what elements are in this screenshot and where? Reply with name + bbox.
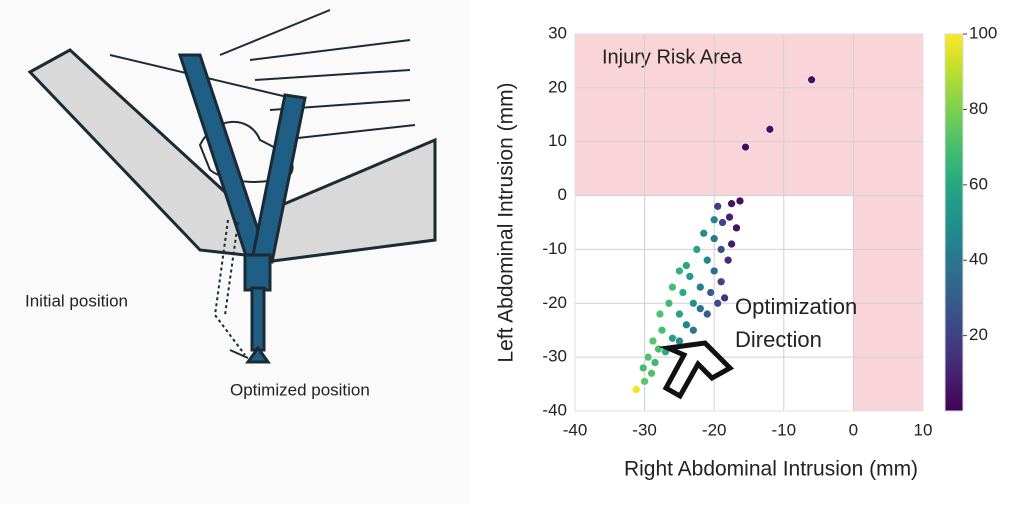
colorbar	[944, 33, 964, 412]
point	[640, 377, 649, 386]
point	[668, 282, 677, 292]
point	[682, 320, 691, 330]
point	[638, 363, 648, 373]
x-tick-label: -10	[772, 420, 797, 439]
point	[699, 228, 709, 238]
point	[678, 288, 688, 297]
point	[727, 199, 736, 208]
y-tick-label: 10	[548, 131, 567, 150]
point	[688, 325, 698, 335]
colorbar-tick-label: 20	[969, 325, 988, 344]
point	[664, 298, 674, 308]
point	[682, 261, 691, 270]
point	[643, 352, 653, 362]
point	[709, 234, 719, 244]
point	[647, 368, 656, 378]
point	[648, 336, 658, 346]
point	[718, 218, 727, 227]
risk-area-label: Injury Risk Area	[602, 46, 743, 68]
point	[685, 272, 695, 281]
point	[709, 215, 719, 225]
point	[695, 282, 705, 292]
point	[709, 266, 719, 276]
point	[706, 288, 716, 297]
diagram-label: Optimized position	[230, 380, 370, 399]
point	[692, 245, 702, 254]
point	[713, 298, 723, 308]
point	[732, 223, 741, 233]
point	[688, 298, 698, 308]
diagram-label: Initial position	[25, 291, 128, 310]
point	[716, 277, 726, 287]
x-tick-label: -40	[563, 420, 588, 439]
y-tick-label: -40	[542, 400, 567, 419]
point	[735, 196, 745, 206]
point	[765, 124, 775, 134]
x-tick-label: 10	[914, 420, 933, 439]
colorbar-tick-label: 60	[969, 174, 988, 193]
risk-area	[575, 34, 923, 196]
point	[650, 358, 660, 367]
y-tick-label: -30	[542, 347, 567, 366]
x-tick-label: -30	[632, 420, 657, 439]
point	[702, 255, 712, 265]
scatter-plot: Injury Risk Area -40 -30 -20 -10 0 10 -40 -30 -20…	[495, 23, 998, 480]
point	[727, 239, 736, 249]
annotation: Direction	[735, 327, 822, 352]
point	[720, 293, 729, 303]
point	[695, 304, 705, 314]
annotation: Optimization	[735, 294, 857, 319]
point	[725, 212, 734, 222]
y-tick-label: 30	[548, 23, 567, 42]
point	[655, 309, 665, 319]
point	[675, 266, 684, 276]
y-axis-label: Left Abdominal Intrusion (mm)	[495, 82, 518, 362]
point	[741, 142, 750, 152]
diagram	[27, 9, 437, 364]
y-tick-label: 20	[548, 77, 567, 96]
y-tick-label: -20	[542, 293, 567, 312]
y-tick-label: -10	[542, 239, 567, 258]
colorbar-tick-label: 40	[969, 250, 988, 269]
x-axis-label: Right Abdominal Intrusion (mm)	[624, 458, 918, 481]
colorbar-tick-label: 100	[969, 23, 997, 42]
plot-frame	[574, 33, 924, 412]
y-tick-label: 0	[558, 185, 567, 204]
point	[675, 309, 684, 319]
point	[807, 75, 816, 85]
x-tick-label: 0	[849, 420, 858, 439]
point	[713, 201, 723, 211]
point	[723, 255, 733, 265]
direction-arrow	[658, 340, 735, 400]
colorbar-tick-label: 80	[969, 99, 988, 118]
point	[657, 325, 667, 335]
point	[702, 309, 712, 319]
point	[716, 245, 726, 254]
x-tick-label: -20	[702, 420, 727, 439]
point	[631, 385, 641, 394]
